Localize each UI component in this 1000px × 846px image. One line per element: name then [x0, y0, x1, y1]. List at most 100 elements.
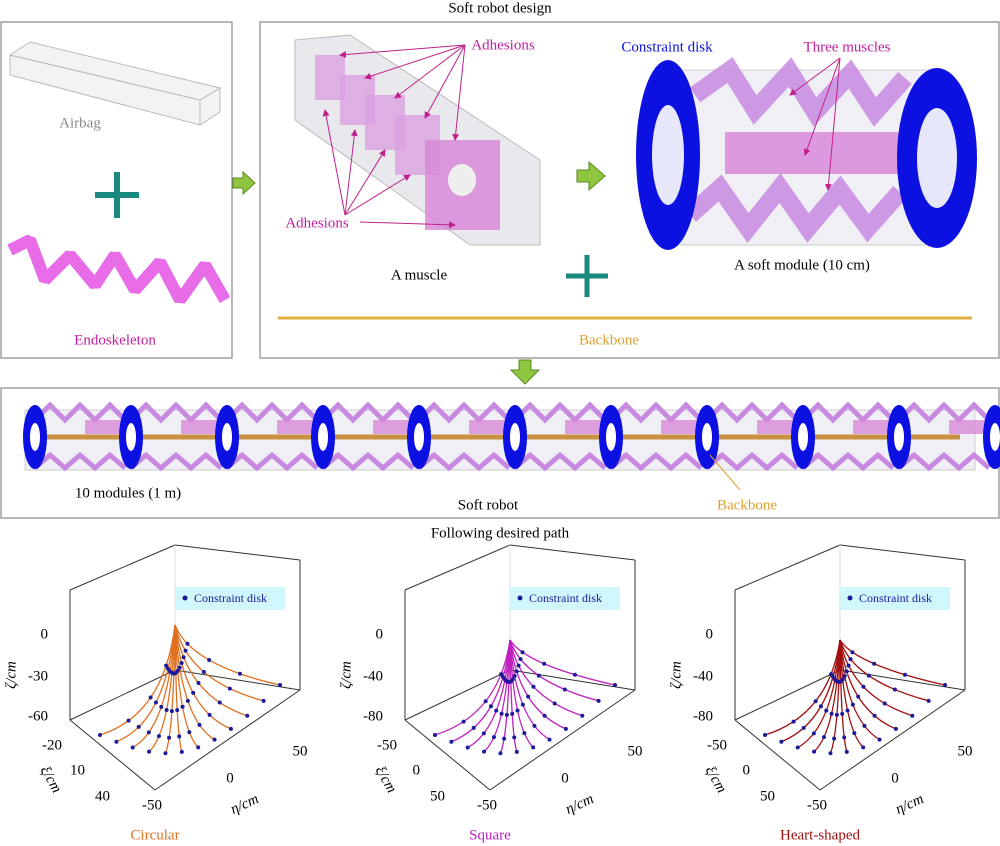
eta-tick-label: 50: [293, 743, 308, 759]
axis-frame: [509, 544, 636, 561]
trajectory: [174, 624, 281, 686]
xi-tick-label: 10: [70, 762, 85, 778]
eta-axis-label: η/cm: [893, 791, 926, 818]
disk-point: [482, 749, 487, 754]
disk-point: [943, 683, 947, 687]
axis-frame: [69, 719, 156, 791]
trajectory: [509, 639, 599, 702]
robot-muscle: [469, 420, 509, 434]
disk-point: [146, 730, 151, 735]
disk-point: [201, 669, 206, 674]
z-tick-label: 0: [41, 626, 49, 642]
disk-point: [536, 673, 541, 678]
legend-box: [840, 587, 950, 610]
disk-point: [520, 650, 525, 655]
endoskeleton-shape: [7, 234, 231, 304]
robot-muscle: [609, 451, 703, 472]
disk-point: [461, 719, 466, 724]
trajectory: [781, 639, 841, 743]
robot-muscle: [897, 451, 991, 472]
axis-frame: [839, 544, 966, 561]
disk-point: [842, 674, 847, 679]
disk-point: [126, 718, 131, 723]
robot-muscle: [321, 451, 415, 472]
disk-point: [159, 704, 164, 709]
robot-muscle: [853, 420, 893, 434]
robot-muscle: [897, 401, 991, 424]
robot-disk-hole: [702, 423, 712, 451]
xi-axis-label: ξ/cm: [37, 764, 65, 796]
disk-point: [156, 734, 161, 739]
plot-name: Heart-shaped: [780, 827, 860, 843]
robot-muscle: [565, 420, 605, 434]
plots: 0 -30 -60 ζ/cm -20 10 40 ξ/cm -50 0 50 η/cm Constrai…: [3, 544, 973, 843]
disk-point: [844, 749, 849, 754]
disk-point: [828, 751, 833, 756]
disk-point: [842, 735, 847, 740]
disk-point: [856, 694, 861, 699]
disk-point: [926, 698, 931, 703]
disk-point: [572, 672, 577, 677]
disk-point: [526, 694, 531, 699]
disk-point: [779, 739, 784, 744]
disk-point: [494, 708, 499, 713]
modules-label: 10 modules (1 m): [75, 485, 181, 501]
axis-frame: [404, 669, 511, 721]
title: Soft robot design: [448, 0, 552, 16]
disk-point: [510, 677, 515, 682]
disk-point: [848, 657, 853, 662]
disk-point: [515, 708, 520, 713]
disk-point: [532, 723, 537, 728]
legend-box: [510, 587, 620, 610]
disk-point: [510, 711, 515, 716]
plot: 0 -40 -80 ζ/cm -50 0 50 ξ/cm -50 0 50 η/cm Constrain…: [668, 544, 973, 843]
disk-point: [185, 641, 190, 646]
disk-point: [183, 648, 188, 653]
disk-point: [261, 698, 266, 703]
eta-tick-label: -50: [807, 797, 827, 813]
disk-point: [850, 650, 855, 655]
axis-frame: [154, 689, 301, 791]
robot-muscle: [417, 451, 511, 472]
robot-disk-hole: [894, 423, 904, 451]
constraint-disk-label: Constraint disk: [621, 39, 713, 55]
axis-frame: [404, 719, 491, 791]
robot-muscle: [33, 451, 127, 472]
disk-point: [217, 700, 222, 705]
disk-point: [187, 730, 192, 735]
z-tick-label: -80: [363, 708, 383, 724]
robot-muscle: [373, 420, 413, 434]
eta-tick-label: 50: [958, 743, 973, 759]
robot-muscle: [949, 420, 989, 434]
plot: 0 -40 -80 ζ/cm -50 0 50 ξ/cm -50 0 50 η/cm Constrain…: [338, 544, 643, 843]
xi-tick-label: -50: [377, 737, 397, 753]
axis-frame: [404, 544, 511, 591]
robot-muscle: [85, 420, 125, 434]
endoskeleton-label: Endoskeleton: [74, 332, 156, 348]
robot-disk-hole: [510, 423, 520, 451]
disk-point: [893, 726, 898, 731]
disk-point: [520, 702, 525, 707]
legend-label: Constraint disk: [859, 591, 932, 605]
disk-point: [866, 673, 871, 678]
disk-point: [196, 745, 201, 750]
disk-point: [850, 702, 855, 707]
disk-point: [834, 712, 839, 717]
disk-point: [542, 713, 547, 718]
disk-point: [812, 749, 817, 754]
trajectory: [839, 639, 880, 741]
robot-muscle: [757, 420, 797, 434]
eta-tick-label: -50: [477, 797, 497, 813]
disk-point: [498, 751, 503, 756]
trajectory: [451, 639, 511, 743]
backbone-label: Backbone: [717, 497, 777, 513]
plot: 0 -30 -60 ζ/cm -20 10 40 ξ/cm -50 0 50 η/cm Constrai…: [3, 544, 308, 843]
airbag-label: Airbag: [59, 115, 101, 131]
robot-shape: [23, 401, 1000, 472]
pointer-line: [709, 454, 741, 491]
xi-tick-label: 40: [95, 788, 110, 804]
disk-point: [207, 712, 212, 717]
robot-disk-hole: [606, 423, 616, 451]
robot-muscle: [417, 401, 511, 424]
disk-point: [832, 736, 837, 741]
